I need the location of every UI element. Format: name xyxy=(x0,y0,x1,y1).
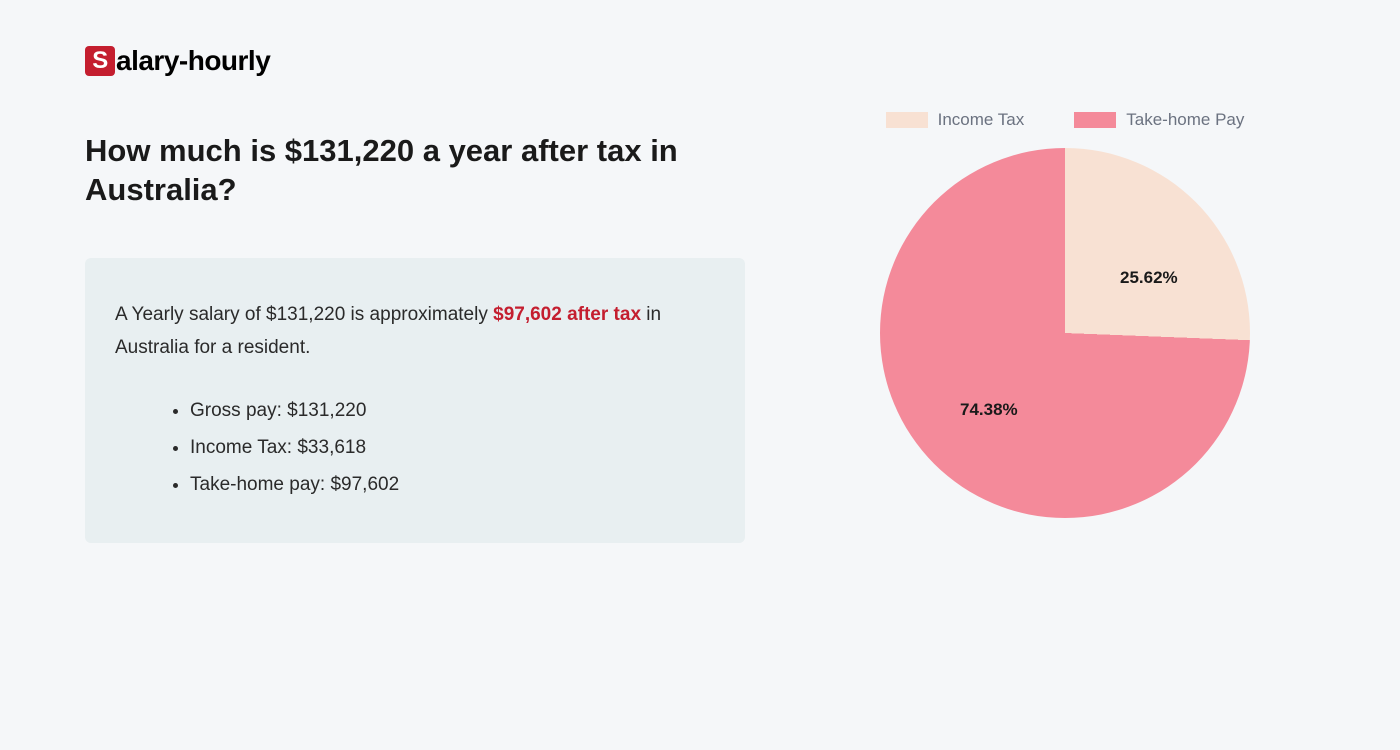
chart-legend: Income Tax Take-home Pay xyxy=(886,110,1245,130)
legend-item: Take-home Pay xyxy=(1074,110,1244,130)
list-item: Income Tax: $33,618 xyxy=(190,429,715,466)
list-item: Take-home pay: $97,602 xyxy=(190,466,715,503)
summary-highlight: $97,602 after tax xyxy=(493,304,641,325)
pie-slice-label: 74.38% xyxy=(960,400,1018,420)
summary-text: A Yearly salary of $131,220 is approxima… xyxy=(115,298,715,365)
legend-swatch xyxy=(1074,112,1116,128)
summary-prefix: A Yearly salary of $131,220 is approxima… xyxy=(115,304,493,325)
list-item: Gross pay: $131,220 xyxy=(190,392,715,429)
logo-text: alary-hourly xyxy=(116,45,270,77)
pie-chart: 25.62% 74.38% xyxy=(880,148,1250,518)
logo-initial: S xyxy=(85,46,115,76)
page-container: Salary-hourly How much is $131,220 a yea… xyxy=(0,0,1400,588)
page-title: How much is $131,220 a year after tax in… xyxy=(85,132,745,210)
site-logo: Salary-hourly xyxy=(85,45,1315,77)
legend-swatch xyxy=(886,112,928,128)
left-column: How much is $131,220 a year after tax in… xyxy=(85,132,745,543)
content-row: How much is $131,220 a year after tax in… xyxy=(85,132,1315,543)
bullet-list: Gross pay: $131,220 Income Tax: $33,618 … xyxy=(115,392,715,503)
legend-label: Income Tax xyxy=(938,110,1025,130)
legend-label: Take-home Pay xyxy=(1126,110,1244,130)
legend-item: Income Tax xyxy=(886,110,1025,130)
pie-body xyxy=(880,148,1250,518)
pie-slice-label: 25.62% xyxy=(1120,268,1178,288)
summary-card: A Yearly salary of $131,220 is approxima… xyxy=(85,258,745,544)
chart-column: Income Tax Take-home Pay 25.62% 74.38% xyxy=(845,110,1285,543)
